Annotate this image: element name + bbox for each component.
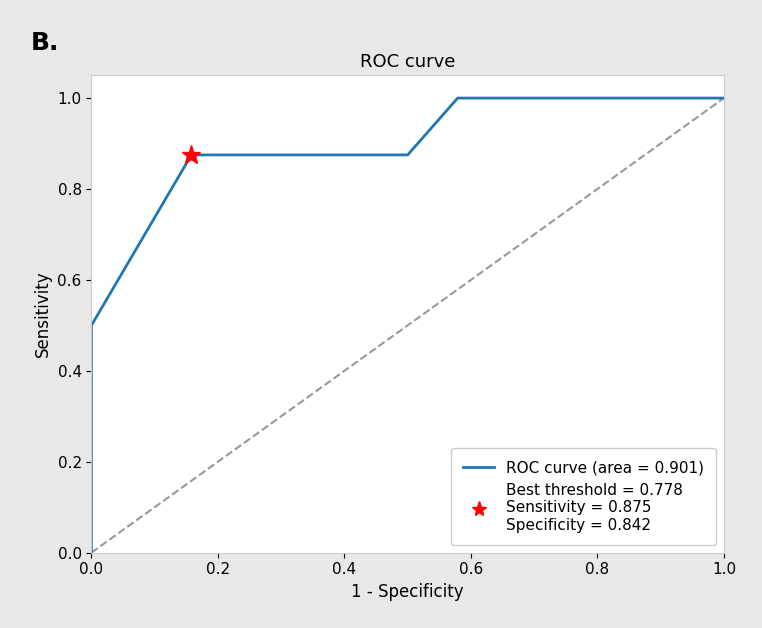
Y-axis label: Sensitivity: Sensitivity (34, 271, 52, 357)
X-axis label: 1 - Specificity: 1 - Specificity (351, 583, 464, 601)
Title: ROC curve: ROC curve (360, 53, 456, 71)
Legend: ROC curve (area = 0.901), Best threshold = 0.778
Sensitivity = 0.875
Specificity: ROC curve (area = 0.901), Best threshold… (451, 448, 716, 545)
Text: B.: B. (30, 31, 59, 55)
